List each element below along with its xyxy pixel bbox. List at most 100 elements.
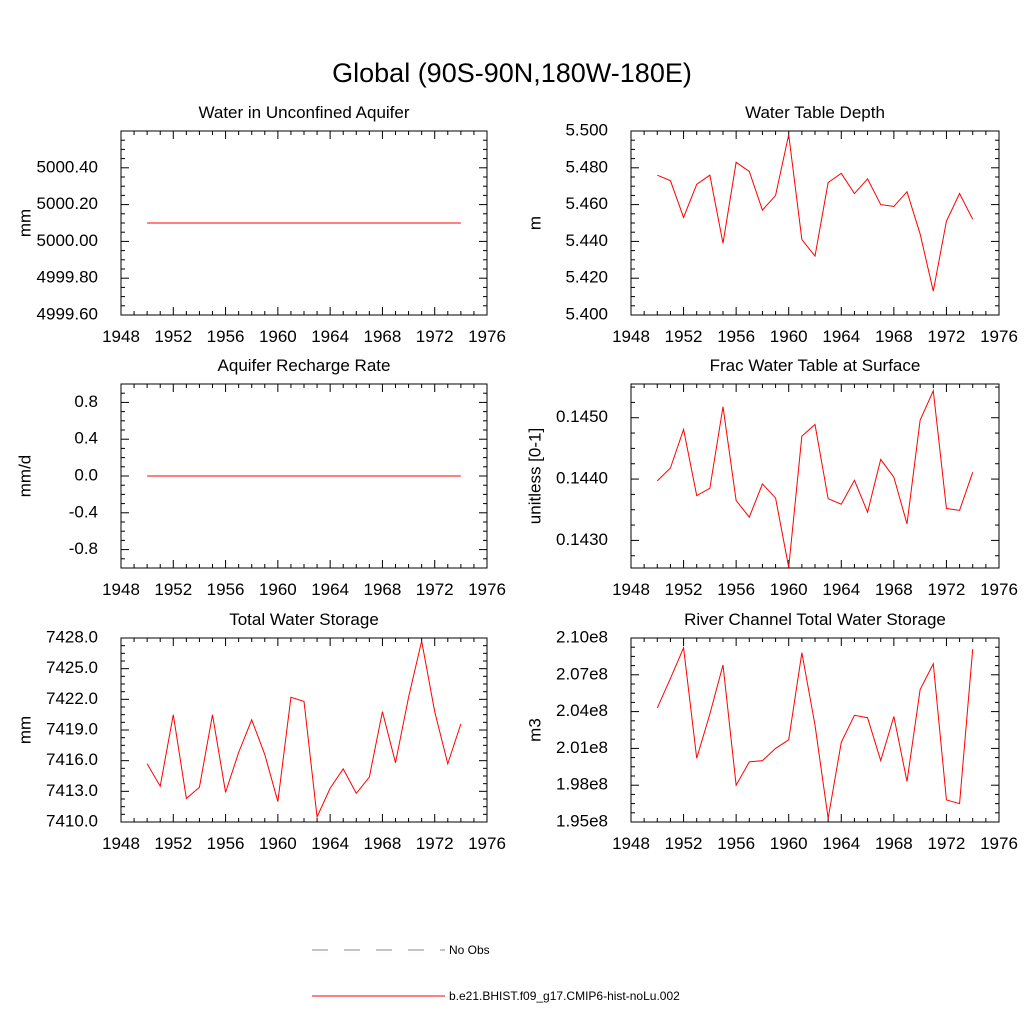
y-tick-label: 5.460 bbox=[565, 194, 608, 213]
legend: No Obs b.e21.BHIST.f09_g17.CMIP6-hist-no… bbox=[312, 943, 680, 1003]
x-tick-label: 1956 bbox=[207, 834, 245, 853]
y-tick-label: -0.4 bbox=[69, 502, 98, 521]
x-tick-label: 1968 bbox=[364, 580, 402, 599]
chart-panel: Frac Water Table at Surface unitless [0-1… bbox=[525, 356, 1017, 599]
legend-obs-label: No Obs bbox=[449, 943, 490, 957]
y-tick-label: 5000.40 bbox=[37, 157, 98, 176]
x-tick-label: 1956 bbox=[717, 580, 755, 599]
chart-panel: Water in Unconfined Aquifer mm 1948 1952 195… bbox=[15, 103, 505, 346]
panel-title: Total Water Storage bbox=[229, 610, 379, 629]
x-tick-label: 1964 bbox=[311, 580, 349, 599]
x-tick-label: 1960 bbox=[259, 580, 297, 599]
plot-frame bbox=[630, 637, 1000, 823]
x-tick-label: 1976 bbox=[980, 580, 1018, 599]
x-tick-label: 1948 bbox=[102, 834, 140, 853]
y-tick-label: 0.1450 bbox=[556, 407, 608, 426]
x-tick-label: 1952 bbox=[665, 580, 703, 599]
y-tick-label: 2.07e8 bbox=[556, 664, 608, 683]
x-tick-label: 1976 bbox=[980, 834, 1018, 853]
panel-title: Water Table Depth bbox=[745, 103, 885, 122]
y-tick-label: 7422.0 bbox=[46, 689, 98, 708]
x-tick-label: 1968 bbox=[875, 580, 913, 599]
x-tick-label: 1952 bbox=[154, 580, 192, 599]
y-tick-label: 2.04e8 bbox=[556, 701, 608, 720]
x-tick-label: 1968 bbox=[875, 834, 913, 853]
x-tick-label: 1976 bbox=[468, 580, 506, 599]
x-tick-label: 1972 bbox=[416, 834, 454, 853]
y-tick-label: -0.8 bbox=[69, 539, 98, 558]
plot-frame bbox=[630, 130, 1000, 316]
figure-title: Global (90S-90N,180W-180E) bbox=[332, 58, 692, 88]
y-tick-label: 2.10e8 bbox=[556, 627, 608, 646]
panel-title: Aquifer Recharge Rate bbox=[218, 356, 391, 375]
x-tick-label: 1968 bbox=[364, 327, 402, 346]
y-tick-label: 5000.00 bbox=[37, 231, 98, 250]
chart-panel: Aquifer Recharge Rate mm/d 1948 1952 1956 196… bbox=[15, 356, 505, 599]
y-axis-label: mm/d bbox=[15, 455, 34, 498]
y-tick-label: 4999.80 bbox=[37, 268, 98, 287]
x-tick-label: 1948 bbox=[102, 327, 140, 346]
plot-frame bbox=[120, 637, 488, 823]
x-tick-label: 1968 bbox=[364, 834, 402, 853]
plot-frame bbox=[630, 383, 1000, 569]
y-tick-label: 5.500 bbox=[565, 120, 608, 139]
y-tick-label: 1.95e8 bbox=[556, 811, 608, 830]
x-tick-label: 1960 bbox=[770, 327, 808, 346]
x-tick-label: 1952 bbox=[154, 327, 192, 346]
x-tick-label: 1960 bbox=[259, 327, 297, 346]
x-tick-label: 1972 bbox=[416, 327, 454, 346]
x-tick-label: 1964 bbox=[822, 580, 860, 599]
y-axis-label: m bbox=[525, 216, 544, 230]
x-tick-label: 1960 bbox=[770, 834, 808, 853]
y-tick-label: 7425.0 bbox=[46, 658, 98, 677]
x-tick-label: 1948 bbox=[612, 834, 650, 853]
y-tick-label: 0.8 bbox=[74, 392, 98, 411]
y-axis-label: mm bbox=[15, 716, 34, 744]
plot-frame bbox=[120, 383, 488, 569]
panel-title: River Channel Total Water Storage bbox=[684, 610, 946, 629]
panel-title: Frac Water Table at Surface bbox=[710, 356, 921, 375]
x-tick-label: 1972 bbox=[416, 580, 454, 599]
y-tick-label: 0.0 bbox=[74, 465, 98, 484]
y-tick-label: 7416.0 bbox=[46, 750, 98, 769]
x-tick-label: 1964 bbox=[822, 327, 860, 346]
plot-frame bbox=[120, 130, 488, 316]
x-tick-label: 1960 bbox=[259, 834, 297, 853]
x-tick-label: 1964 bbox=[311, 327, 349, 346]
y-tick-label: 0.1430 bbox=[556, 530, 608, 549]
x-tick-label: 1960 bbox=[770, 580, 808, 599]
x-tick-label: 1948 bbox=[102, 580, 140, 599]
y-tick-label: 4999.60 bbox=[37, 304, 98, 323]
y-tick-label: 7419.0 bbox=[46, 719, 98, 738]
chart-panel: Total Water Storage mm 1948 1952 1956 1960 196… bbox=[15, 610, 505, 853]
y-axis-label: mm bbox=[15, 209, 34, 237]
series-line bbox=[146, 640, 462, 819]
series-line bbox=[656, 388, 974, 568]
x-tick-label: 1956 bbox=[207, 327, 245, 346]
x-tick-label: 1952 bbox=[665, 834, 703, 853]
y-tick-label: 5.420 bbox=[565, 268, 608, 287]
x-tick-label: 1952 bbox=[665, 327, 703, 346]
y-tick-label: 5000.20 bbox=[37, 194, 98, 213]
x-tick-label: 1972 bbox=[928, 580, 966, 599]
chart-panel: Water Table Depth m 1948 1952 1956 1960 1964 19… bbox=[525, 103, 1017, 346]
y-tick-label: 5.480 bbox=[565, 157, 608, 176]
x-tick-label: 1964 bbox=[311, 834, 349, 853]
y-tick-label: 5.440 bbox=[565, 231, 608, 250]
y-tick-label: 7428.0 bbox=[46, 627, 98, 646]
y-tick-label: 0.4 bbox=[74, 429, 98, 448]
y-tick-label: 7410.0 bbox=[46, 811, 98, 830]
y-axis-label: unitless [0-1] bbox=[525, 428, 544, 524]
y-axis-label: m3 bbox=[525, 718, 544, 742]
panels-group: Water in Unconfined Aquifer mm 1948 1952 195… bbox=[15, 103, 1017, 853]
x-tick-label: 1976 bbox=[468, 327, 506, 346]
x-tick-label: 1972 bbox=[928, 327, 966, 346]
x-tick-label: 1956 bbox=[717, 327, 755, 346]
y-tick-label: 2.01e8 bbox=[556, 738, 608, 757]
x-tick-label: 1972 bbox=[928, 834, 966, 853]
x-tick-label: 1952 bbox=[154, 834, 192, 853]
x-tick-label: 1976 bbox=[468, 834, 506, 853]
panel-title: Water in Unconfined Aquifer bbox=[198, 103, 409, 122]
